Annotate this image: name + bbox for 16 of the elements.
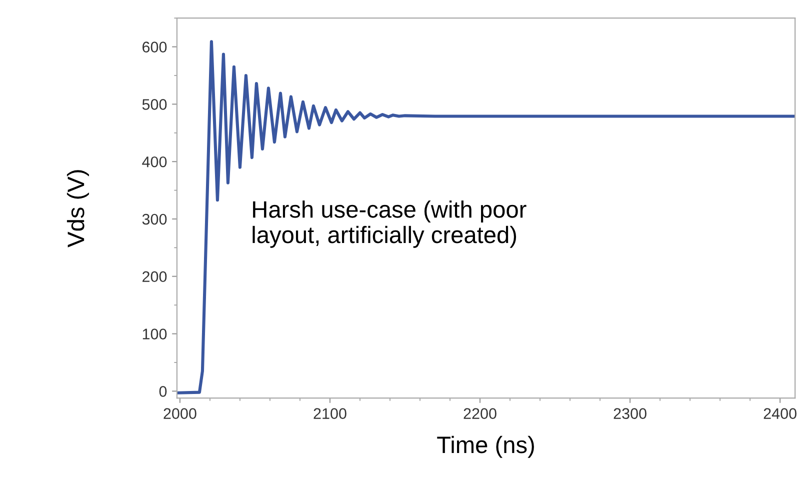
y-axis-title: Vds (V)	[66, 170, 89, 248]
line-series	[176, 40, 796, 394]
x-tick-label: 2400	[764, 408, 796, 419]
y-tick-label: 400	[142, 156, 167, 168]
y-tick-label: 500	[142, 99, 167, 110]
x-tick-label: 2100	[314, 408, 346, 419]
y-tick-label: 100	[142, 328, 167, 340]
y-tick-label: 300	[142, 214, 167, 225]
x-tick-label: 2300	[614, 408, 646, 419]
y-tick-label: 0	[159, 386, 167, 397]
x-axis-title: Time (ns)	[437, 436, 534, 458]
x-tick-label: 2200	[464, 408, 496, 419]
annotation: Harsh use-case (with poor layout, artificially created)	[252, 200, 526, 248]
y-tick-label: 200	[142, 271, 167, 282]
y-tick-label: 600	[142, 42, 167, 52]
x-tick-label: 2000	[164, 408, 196, 419]
